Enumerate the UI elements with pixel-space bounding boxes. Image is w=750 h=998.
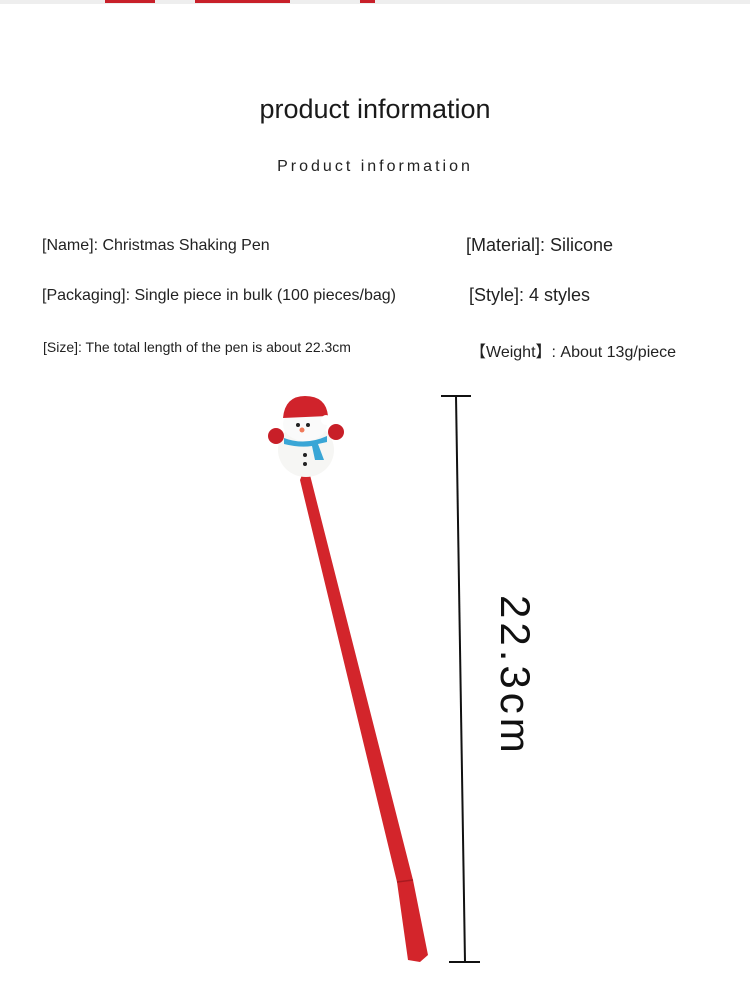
page-subtitle: Product information [277,158,473,175]
spec-size: [Size]: The total length of the pen is a… [43,339,351,355]
spec-weight: 【Weight】: About 13g/piece [470,344,677,361]
snowman-topper [268,396,344,477]
top-banner-edge [0,0,750,4]
spec-name: [Name]: Christmas Shaking Pen [42,237,270,254]
spec-material: [Material]: Silicone [466,235,614,255]
spec-style: [Style]: 4 styles [469,285,591,305]
page-title: product information [259,94,491,124]
dimension-line [441,395,480,963]
pen-body [300,475,428,962]
spec-packaging: [Packaging]: Single piece in bulk (100 p… [42,287,396,304]
dimension-label: 22.3cm [492,595,539,757]
